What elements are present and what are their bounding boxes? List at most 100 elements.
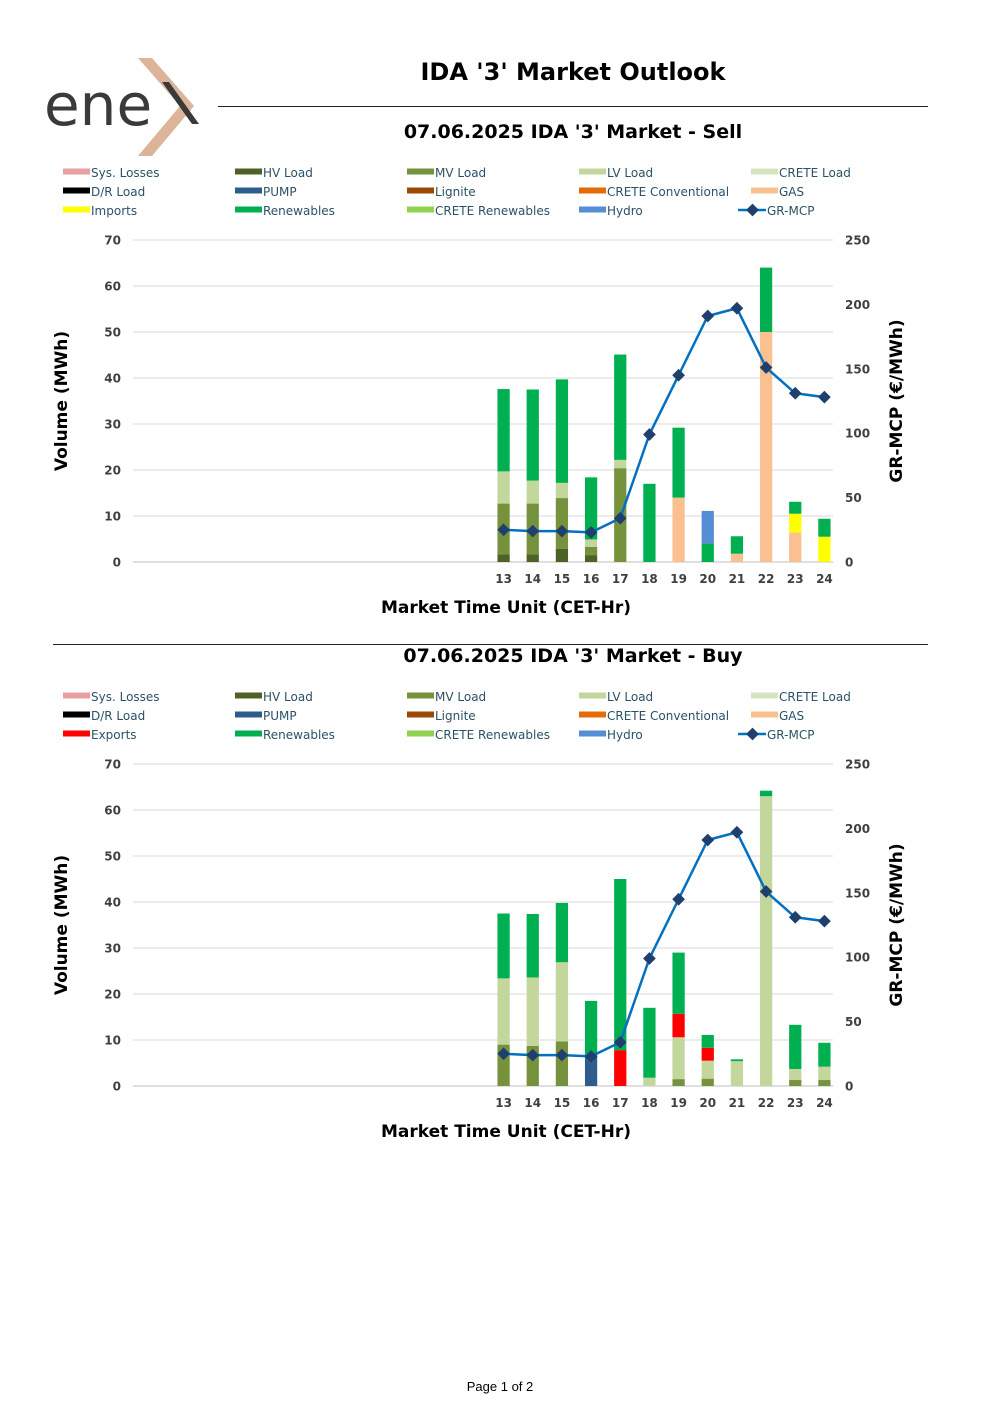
legend-label: Renewables <box>263 728 335 742</box>
legend-label: GR-MCP <box>767 204 814 218</box>
bar-hv-load-h16 <box>584 555 598 562</box>
legend-item-hydro: Hydro <box>579 728 643 742</box>
y2-tick-label: 150 <box>845 886 870 900</box>
x-tick-label: 24 <box>816 1096 833 1110</box>
y-tick-label: 40 <box>104 372 121 386</box>
x-tick-label: 20 <box>699 1096 716 1110</box>
bar-gas-h21 <box>730 553 744 562</box>
legend-swatch-sys-losses <box>63 692 90 699</box>
legend-item-lignite: Lignite <box>407 709 476 723</box>
legend-item-lignite: Lignite <box>407 185 476 199</box>
gr-mcp-point <box>643 428 656 441</box>
y2-tick-label: 150 <box>845 362 870 376</box>
legend-swatch-lv-load <box>579 168 606 175</box>
legend-label: CRETE Renewables <box>435 204 550 218</box>
section-divider <box>53 644 928 645</box>
bar-hv-load-h15 <box>555 548 569 562</box>
legend-label: HV Load <box>263 166 313 180</box>
legend-item-renewables: Renewables <box>235 728 335 742</box>
legend-item-lv-load: LV Load <box>579 166 653 180</box>
page-number: Page 1 of 2 <box>466 1379 534 1394</box>
legend-item-gr-mcp: GR-MCP <box>738 203 814 218</box>
legend-label: HV Load <box>263 690 313 704</box>
legend-swatch-renewables <box>235 206 262 213</box>
logo-wordmark: ene <box>44 71 152 139</box>
legend-label: CRETE Load <box>779 690 851 704</box>
bar-gas-h19 <box>672 497 685 562</box>
legend-item-hydro: Hydro <box>579 204 643 218</box>
bar-hv-load-h14 <box>526 554 539 562</box>
bar-lv-load-h20 <box>701 1060 714 1079</box>
bar-renewables-h14 <box>526 913 539 978</box>
legend-item-hv-load: HV Load <box>235 690 313 704</box>
legend-label: LV Load <box>607 690 653 704</box>
legend-marker-gr-mcp <box>746 727 759 741</box>
legend-swatch-sys-losses <box>63 168 90 175</box>
y-tick-label: 60 <box>104 280 121 294</box>
bar-lv-load-h15 <box>555 962 569 1042</box>
legend-label: D/R Load <box>91 709 145 723</box>
legend-swatch-gas <box>751 711 778 718</box>
bar-lv-load-h21 <box>730 1061 744 1086</box>
y-tick-label: 50 <box>104 326 121 340</box>
gr-mcp-point <box>818 390 831 404</box>
x-tick-label: 13 <box>495 1096 512 1110</box>
logo-x-stroke <box>162 82 199 124</box>
legend-item-gas: GAS <box>751 709 804 723</box>
bar-renewables-h16 <box>584 1000 598 1055</box>
gr-mcp-point <box>701 833 715 847</box>
legend-swatch-hydro <box>579 730 606 737</box>
legend-label: MV Load <box>435 690 486 704</box>
x-tick-label: 17 <box>612 572 629 586</box>
bar-lv-load-h24 <box>818 1066 831 1081</box>
bar-lv-load-h13 <box>497 978 510 1045</box>
legend-item-crete-load: CRETE Load <box>751 690 851 704</box>
y-tick-label: 50 <box>104 850 121 864</box>
legend-item-crete-load: CRETE Load <box>751 166 851 180</box>
legend-item-pump: PUMP <box>235 709 297 723</box>
legend-swatch-crete-renewables <box>407 730 434 737</box>
legend-item-pump: PUMP <box>235 185 297 199</box>
legend-swatch-crete-conventional <box>579 187 606 194</box>
bar-renewables-h15 <box>555 379 569 483</box>
legend-label: GAS <box>779 709 804 723</box>
bar-renewables-h21 <box>730 536 744 554</box>
bar-lv-load-h13 <box>497 471 510 504</box>
bar-gas-h22 <box>759 332 773 562</box>
legend-swatch-crete-renewables <box>407 206 434 213</box>
legend-label: PUMP <box>263 709 297 723</box>
gr-mcp-point <box>643 952 656 965</box>
legend-swatch-pump <box>235 711 262 718</box>
y2-axis-title: GR-MCP (€/MWh) <box>887 319 907 482</box>
bar-renewables-h14 <box>526 389 539 481</box>
bar-renewables-h22 <box>759 790 773 797</box>
legend-item-lv-load: LV Load <box>579 690 653 704</box>
legend-item-crete-conventional: CRETE Conventional <box>579 185 729 199</box>
x-tick-label: 24 <box>816 572 833 586</box>
legend-label: CRETE Conventional <box>607 185 729 199</box>
y-tick-label: 70 <box>104 234 121 248</box>
legend-swatch-d-r-load <box>63 711 90 718</box>
bar-imports-h24 <box>818 536 831 562</box>
bar-hv-load-h13 <box>497 554 510 562</box>
bar-lv-load-h22 <box>759 796 773 1086</box>
enex-logo: ene <box>40 52 205 162</box>
bar-exports-h20 <box>701 1047 714 1061</box>
legend-swatch-mv-load <box>407 168 434 175</box>
bar-lv-load-h15 <box>555 482 569 499</box>
legend-swatch-crete-load <box>751 168 778 175</box>
legend-label: PUMP <box>263 185 297 199</box>
x-axis-title: Market Time Unit (CET-Hr) <box>381 598 631 618</box>
x-tick-label: 23 <box>787 1096 804 1110</box>
bar-lv-load-h14 <box>526 977 539 1046</box>
legend-item-hv-load: HV Load <box>235 166 313 180</box>
bar-renewables-h19 <box>672 952 685 1014</box>
y2-tick-label: 250 <box>845 758 870 772</box>
legend-swatch-imports <box>63 206 90 213</box>
bar-lv-load-h18 <box>643 1077 656 1086</box>
bar-mv-load-h19 <box>672 1079 685 1086</box>
legend-item-d-r-load: D/R Load <box>63 185 145 199</box>
legend-item-gr-mcp: GR-MCP <box>738 727 814 742</box>
legend-label: Sys. Losses <box>91 690 160 704</box>
bar-lv-load-h14 <box>526 480 539 504</box>
